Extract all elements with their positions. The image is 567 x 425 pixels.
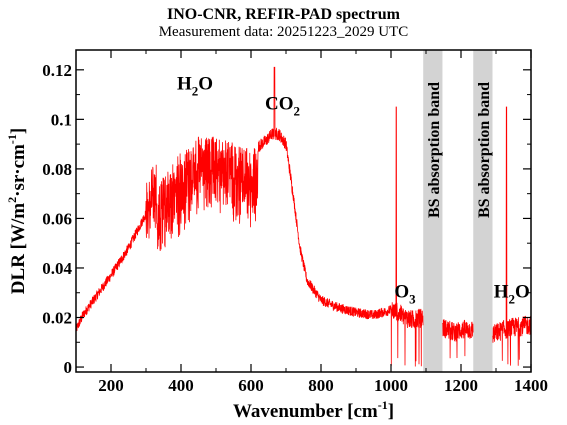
- y-tick-label: 0.02: [42, 309, 72, 328]
- x-tick-label: 800: [308, 376, 334, 395]
- x-axis-label: Wavenumber [cm-1]: [233, 398, 394, 422]
- band-label-1: BS absorption band: [426, 82, 443, 218]
- annotation-3: O3: [394, 282, 416, 307]
- y-tick-label: 0.08: [42, 160, 72, 179]
- y-tick-label: 0.04: [42, 259, 72, 278]
- y-axis-label: DLR [W/m2·sr·cm-1]: [5, 128, 29, 294]
- x-tick-label: 1200: [444, 376, 478, 395]
- absorption-band-2: [473, 50, 493, 372]
- chart-title: INO-CNR, REFIR-PAD spectrum: [166, 6, 400, 23]
- y-tick-label: 0.06: [42, 209, 72, 228]
- x-tick-label: 1000: [374, 376, 408, 395]
- spectrum-series: [76, 66, 531, 367]
- band-label-2: BS absorption band: [476, 82, 493, 218]
- annotation-2: CO2: [265, 93, 300, 118]
- x-tick-label: 200: [98, 376, 124, 395]
- x-tick-label: 600: [238, 376, 264, 395]
- axis-labels: 200 400 600 800 1000 1200 1400 0 0.02 0.04 0.06 0.0…: [5, 61, 548, 422]
- annotations: H2O CO2 O3 H2O: [177, 74, 530, 307]
- chart-subtitle: Measurement data: 20251223_2029 UTC: [158, 24, 409, 40]
- absorption-band-1: [423, 50, 443, 372]
- y-tick-label: 0.1: [51, 110, 72, 129]
- y-tick-label: 0: [64, 358, 73, 377]
- spectrum-line: [76, 66, 531, 367]
- plot-frame: [75, 49, 532, 373]
- y-tick-label: 0.12: [42, 61, 72, 80]
- x-tick-label: 400: [168, 376, 194, 395]
- x-tick-label: 1400: [514, 376, 548, 395]
- absorption-bands: BS absorption band BS absorption band: [423, 50, 493, 372]
- axis-ticks: [75, 50, 532, 372]
- annotation-1: H2O: [177, 74, 213, 99]
- annotation-4: H2O: [494, 282, 530, 307]
